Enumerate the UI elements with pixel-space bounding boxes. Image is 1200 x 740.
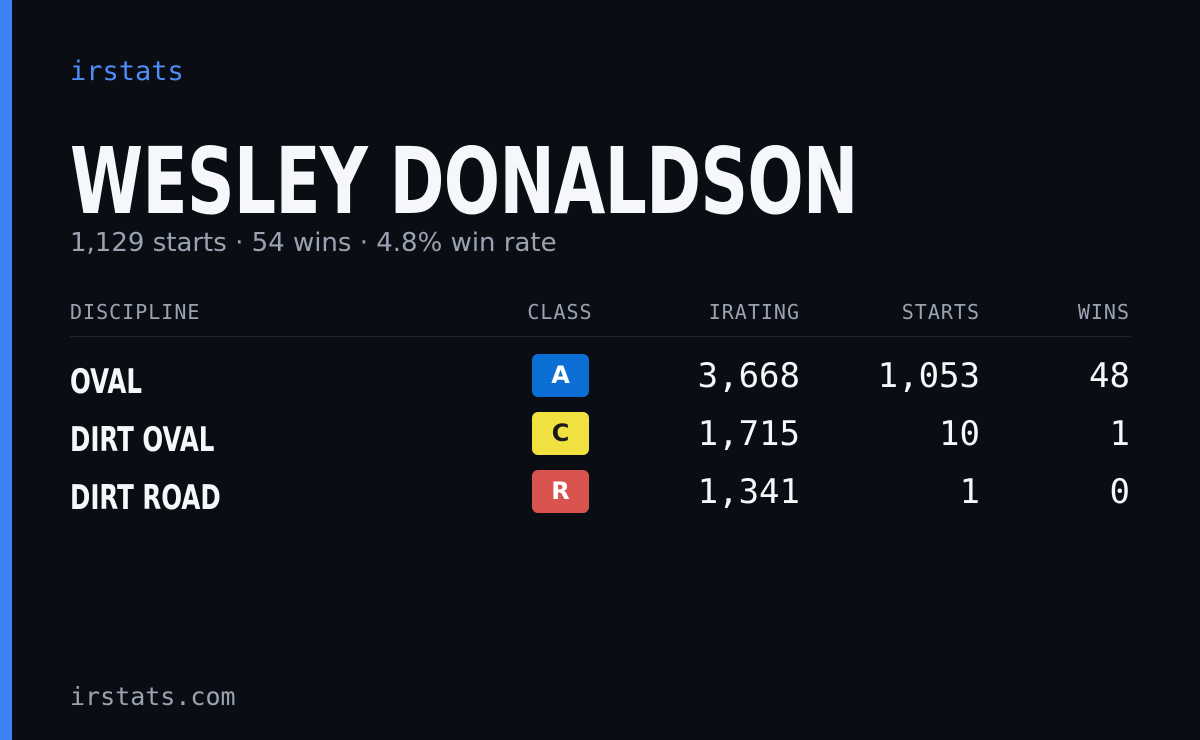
- class-badge: C: [532, 412, 589, 455]
- driver-name: WESLEY DONALDSON: [70, 128, 858, 235]
- brand: irstats: [70, 56, 184, 87]
- column-header: STARTS: [901, 300, 980, 324]
- starts: 1: [959, 472, 980, 512]
- discipline: DIRT OVAL: [70, 420, 215, 460]
- column-header: CLASS: [527, 300, 593, 324]
- footer: irstats.com: [70, 682, 236, 711]
- column-header: WINS: [1077, 300, 1130, 324]
- starts: 1,053: [877, 356, 980, 396]
- accent-bar: [0, 0, 12, 740]
- class-badge: A: [532, 354, 589, 397]
- starts: 10: [939, 414, 980, 454]
- wins: 0: [1109, 472, 1130, 512]
- driver-summary: 1,129 starts · 54 wins · 4.8% win rate: [70, 228, 557, 258]
- column-header: DISCIPLINE: [70, 300, 201, 324]
- wins: 1: [1109, 414, 1130, 454]
- wins: 48: [1089, 356, 1130, 396]
- irating: 1,341: [697, 472, 800, 512]
- discipline: OVAL: [70, 362, 142, 402]
- header-rule: [70, 336, 1131, 337]
- discipline: DIRT ROAD: [70, 478, 221, 518]
- irating: 1,715: [697, 414, 800, 454]
- irating: 3,668: [697, 356, 800, 396]
- column-header: IRATING: [708, 300, 800, 324]
- class-badge: R: [532, 470, 589, 513]
